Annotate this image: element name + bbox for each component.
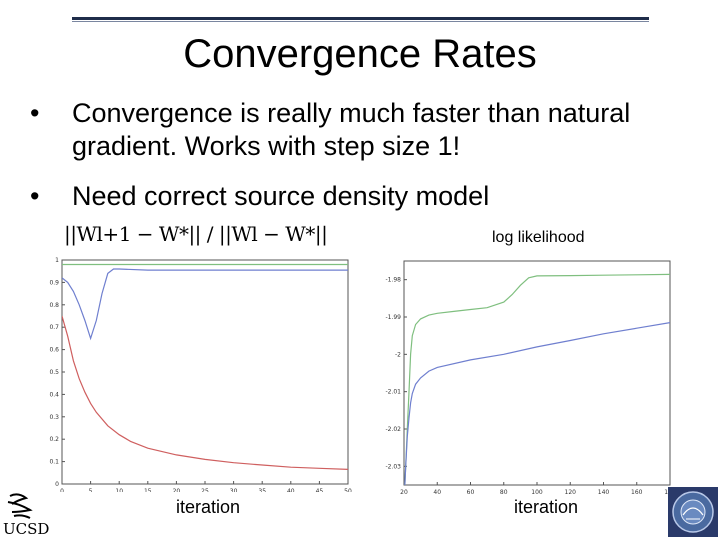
y-tick-label: 0.2 (49, 436, 59, 443)
title-rule-thin (72, 21, 649, 22)
wave-icon (7, 493, 33, 519)
plot-frame (61, 259, 349, 485)
x-tick-label: 30 (230, 488, 238, 492)
y-tick-label: -2 (395, 351, 401, 358)
y-tick-label: -2.02 (385, 426, 401, 433)
right-chart-title: log likelihood (492, 229, 585, 246)
y-tick-label: -1.99 (385, 314, 401, 321)
x-tick-label: 60 (467, 489, 475, 495)
series-line-dip (62, 268, 348, 341)
convergence-ratio-chart: 0 5 10 15 20 25 30 35 40 45 50 1 0.9 0.8 0.7 0.6 0.5 0.4 0… (49, 257, 352, 492)
x-tick-label: 10 (115, 488, 123, 492)
ucsd-logo-text: UCSD (3, 520, 49, 538)
x-tick-label: 120 (565, 489, 577, 495)
log-likelihood-chart: 20406080100120140160180-1.98-1.99-2-2.01… (385, 260, 676, 495)
bullet-symbol: • (30, 98, 40, 128)
x-tick-label: 50 (344, 488, 352, 492)
y-tick-label: 0.4 (49, 391, 59, 398)
y-tick-label: 0 (55, 481, 59, 488)
bullet-text: Convergence is really much faster than n… (72, 98, 631, 161)
x-tick-label: 100 (531, 489, 543, 495)
bullet-symbol: • (30, 181, 40, 211)
formula-text: ||Wl+1 − W*|| / ||Wl − W*|| (64, 222, 328, 246)
x-tick-label: 15 (144, 488, 152, 492)
title-rule (72, 17, 649, 20)
y-tick-label: -2.03 (385, 463, 401, 470)
x-tick-label: 80 (500, 489, 508, 495)
series-line-lower (404, 322, 670, 485)
y-tick-label: 0.5 (49, 369, 59, 376)
series-group (62, 263, 348, 470)
slide-title: Convergence Rates (183, 32, 537, 76)
x-tick-label: 40 (287, 488, 295, 492)
x-tick-label: 35 (258, 488, 266, 492)
institute-seal-icon (668, 487, 718, 537)
x-tick-label: 25 (201, 488, 209, 492)
x-tick-label: 5 (89, 488, 93, 492)
y-tick-label: 1 (55, 257, 59, 264)
left-chart-formula: ||Wl+1 − W*|| / ||Wl − W*|| (64, 222, 346, 248)
x-tick-label: 20 (400, 489, 408, 495)
series-line-upper (404, 273, 670, 485)
x-tick-label: 40 (433, 489, 441, 495)
x-tick-label: 140 (598, 489, 610, 495)
x-tick-label: 0 (60, 488, 64, 492)
bullet-text: Need correct source density model (72, 181, 490, 211)
y-tick-label: 0.9 (49, 279, 59, 286)
y-tick-label: -2.01 (385, 389, 401, 396)
series-group (404, 273, 670, 485)
x-tick-label: 20 (173, 488, 181, 492)
plot-frame (403, 260, 671, 486)
right-x-axis-label: iteration (514, 497, 579, 517)
left-x-axis-label: iteration (176, 497, 241, 517)
y-tick-label: 0.8 (49, 302, 59, 309)
y-tick-label: 0.7 (49, 324, 59, 331)
y-tick-label: 0.3 (49, 414, 59, 421)
series-line-decay (62, 315, 348, 470)
x-tick-label: 45 (316, 488, 324, 492)
y-tick-label: 0.6 (49, 347, 59, 354)
ucsd-logo: UCSD (3, 493, 49, 538)
x-tick-label: 160 (631, 489, 643, 495)
y-tick-label: 0.1 (49, 459, 59, 466)
y-tick-label: -1.98 (385, 277, 401, 284)
